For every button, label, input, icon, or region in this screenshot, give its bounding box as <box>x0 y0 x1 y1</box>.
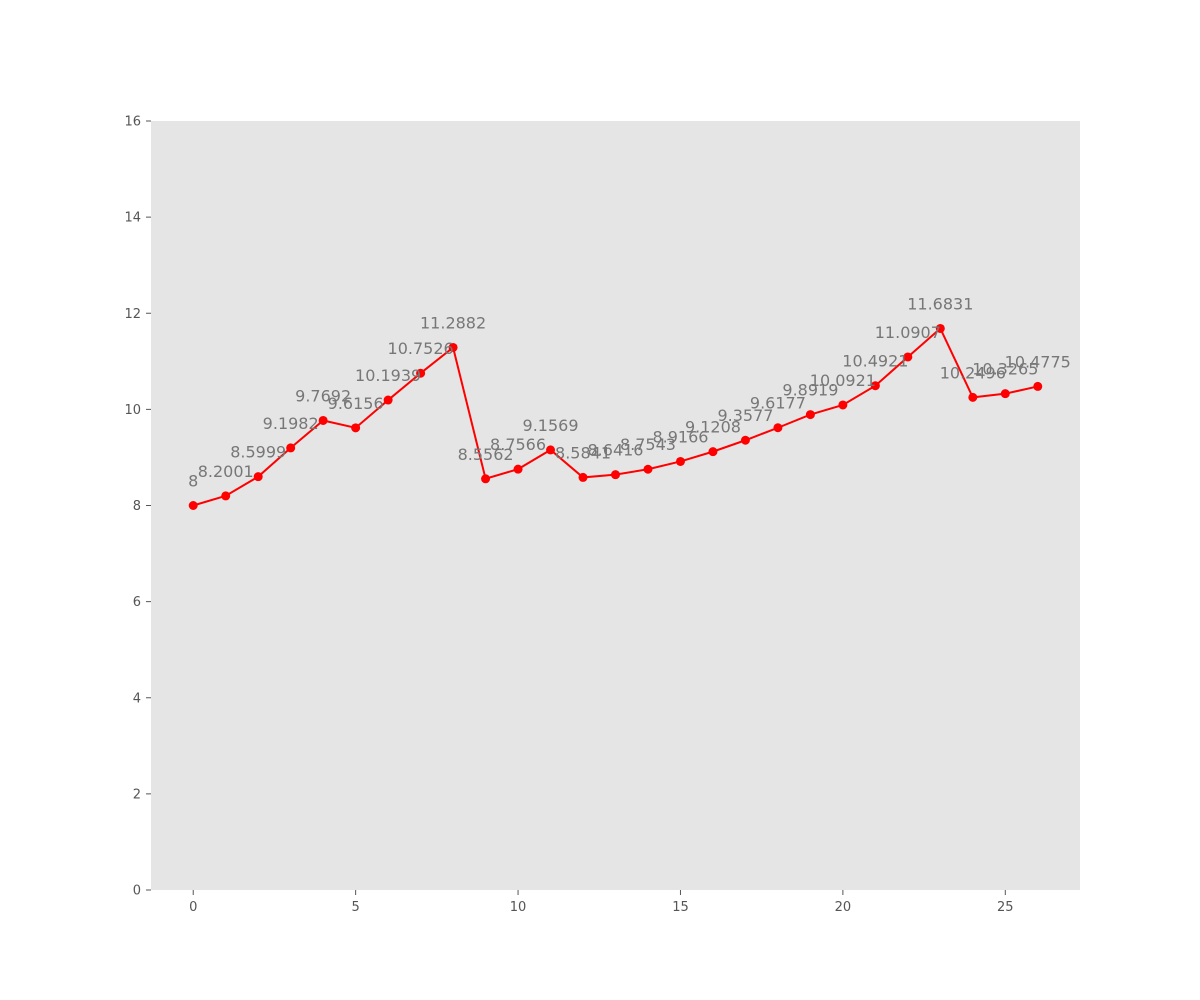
y-tick-label: 4 <box>133 691 141 706</box>
y-tick-label: 16 <box>124 115 141 130</box>
data-label: 9.1569 <box>523 416 579 435</box>
data-point <box>838 400 848 410</box>
data-label: 9.8919 <box>782 381 838 400</box>
x-tick-label: 0 <box>189 900 197 915</box>
data-point <box>675 456 685 466</box>
data-label: 9.1208 <box>685 418 741 437</box>
x-axis: 0 5 10 15 20 25 <box>189 890 1014 915</box>
data-label: 10.1939 <box>355 366 421 385</box>
data-point <box>578 472 588 482</box>
x-tick-label: 5 <box>351 900 359 915</box>
data-label: 8 <box>188 472 198 491</box>
y-axis: 0 2 4 6 8 10 12 14 16 <box>124 115 151 899</box>
y-tick-label: 10 <box>124 403 141 418</box>
data-label: 9.6156 <box>328 394 384 413</box>
y-tick-label: 6 <box>133 595 141 610</box>
x-tick-label: 10 <box>510 900 527 915</box>
data-label: 8.5562 <box>458 445 514 464</box>
y-tick-label: 0 <box>133 884 141 899</box>
y-tick-label: 12 <box>124 307 141 322</box>
data-point <box>773 423 783 433</box>
data-label: 8.7543 <box>620 435 676 454</box>
data-label: 10.2496 <box>940 363 1006 382</box>
data-point <box>546 445 556 455</box>
data-label: 9.6177 <box>750 394 806 413</box>
data-point <box>253 472 263 482</box>
x-tick-label: 25 <box>997 900 1014 915</box>
data-point <box>188 501 198 510</box>
data-label: 10.4775 <box>1005 352 1071 371</box>
x-tick-label: 15 <box>672 900 689 915</box>
data-label: 8.5841 <box>555 443 611 462</box>
data-point <box>221 491 231 501</box>
data-point <box>708 447 718 457</box>
data-label: 8.5999 <box>230 443 286 462</box>
data-label: 9.1982 <box>263 414 319 433</box>
data-label: 9.3577 <box>717 406 773 425</box>
data-point <box>935 323 945 333</box>
data-point <box>805 410 815 420</box>
x-tick-label: 20 <box>835 900 852 915</box>
y-tick-label: 8 <box>133 499 141 514</box>
data-label: 11.6831 <box>907 294 973 313</box>
data-label: 8.7566 <box>490 435 546 454</box>
data-label: 8.2001 <box>198 462 254 481</box>
data-label: 10.3265 <box>972 360 1038 379</box>
data-point <box>870 381 880 391</box>
data-point <box>611 470 620 480</box>
data-point <box>1000 389 1010 399</box>
data-point <box>481 474 491 484</box>
data-point <box>286 443 296 453</box>
data-point <box>318 415 328 425</box>
data-point <box>351 423 361 433</box>
data-label: 10.4921 <box>842 352 908 371</box>
series-layer <box>188 323 1043 510</box>
data-point <box>903 352 913 362</box>
data-label: 11.0907 <box>875 323 941 342</box>
data-point <box>968 392 978 402</box>
data-label: 11.2882 <box>420 313 486 332</box>
data-point <box>643 464 653 474</box>
y-tick-label: 14 <box>124 211 141 226</box>
data-point <box>383 395 393 405</box>
data-label: 10.0921 <box>810 371 876 390</box>
data-label: 8.9166 <box>652 427 708 446</box>
data-label: 8.6416 <box>588 441 644 460</box>
data-point <box>513 464 523 474</box>
data-point <box>416 368 426 378</box>
data-point <box>448 342 458 352</box>
data-label: 9.7692 <box>295 386 351 405</box>
data-point <box>1033 381 1043 391</box>
data-point <box>740 435 750 445</box>
data-label: 10.7526 <box>388 339 454 358</box>
y-tick-label: 2 <box>133 787 141 802</box>
plot-area <box>151 121 1080 890</box>
